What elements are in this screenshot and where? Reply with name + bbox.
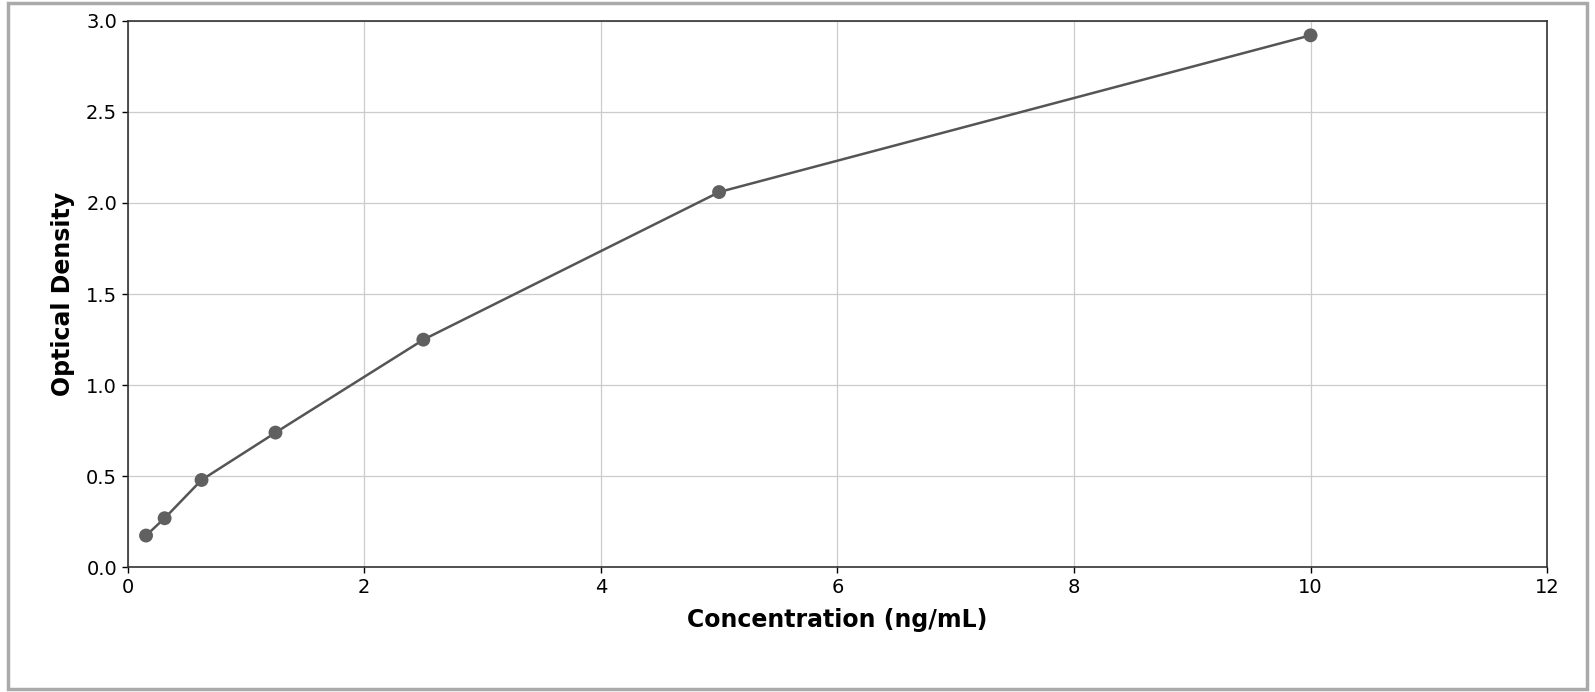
- Point: [1298, 30, 1324, 41]
- Point: [263, 427, 289, 438]
- Point: [707, 187, 732, 198]
- Y-axis label: Optical Density: Optical Density: [51, 192, 75, 396]
- Point: [152, 513, 177, 524]
- X-axis label: Concentration (ng/mL): Concentration (ng/mL): [687, 608, 987, 632]
- Point: [134, 530, 160, 541]
- Point: [410, 334, 435, 345]
- Point: [188, 475, 214, 486]
